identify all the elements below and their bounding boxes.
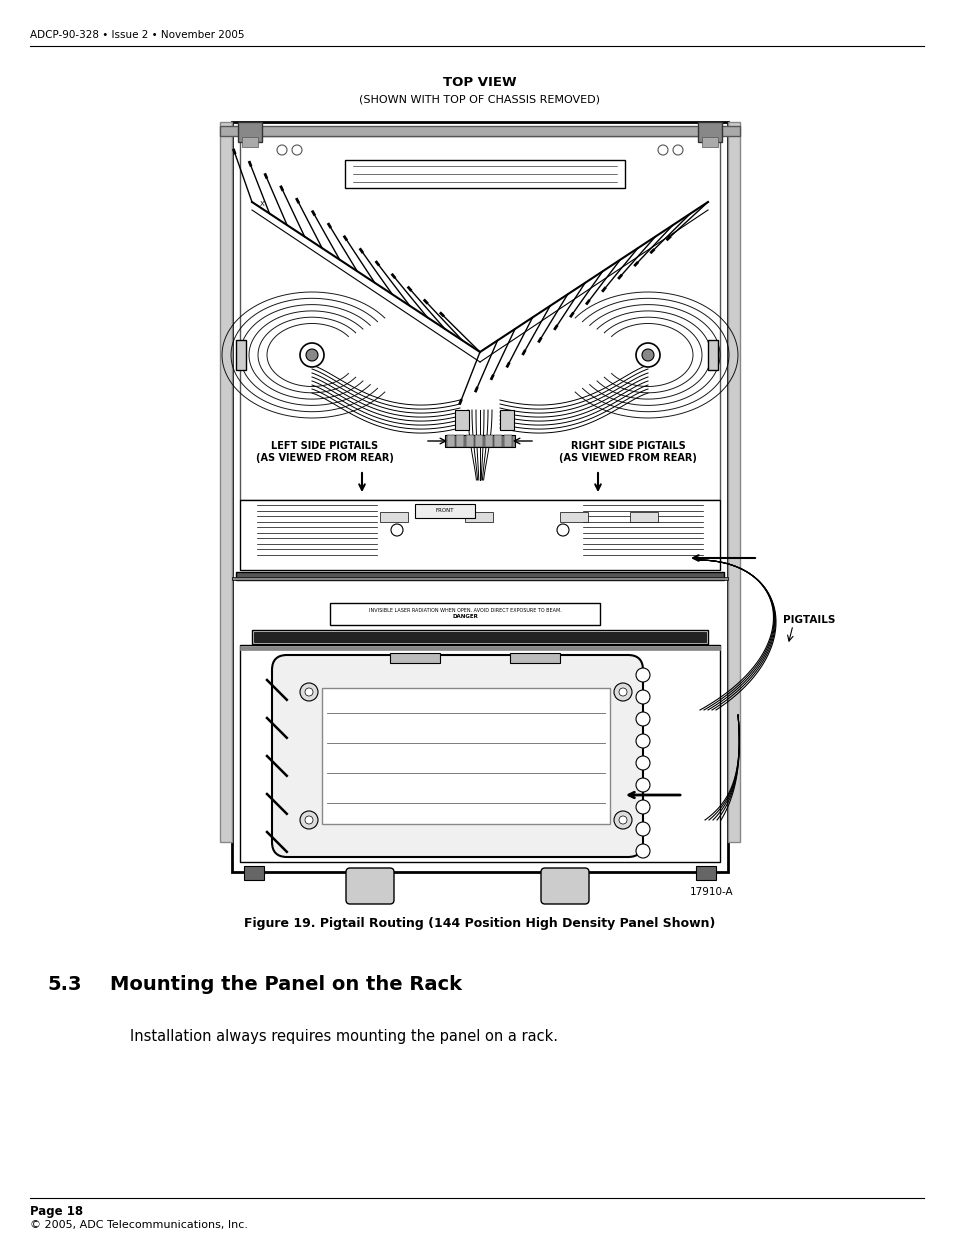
Circle shape: [306, 350, 317, 361]
Circle shape: [636, 800, 649, 814]
Circle shape: [672, 144, 682, 156]
Circle shape: [614, 811, 631, 829]
Text: Installation always requires mounting the panel on a rack.: Installation always requires mounting th…: [130, 1030, 558, 1045]
Bar: [322, 688, 609, 824]
Bar: [444, 435, 515, 447]
Bar: [559, 513, 587, 522]
Bar: [484, 435, 493, 447]
Bar: [475, 435, 483, 447]
Text: (SHOWN WITH TOP OF CHASSIS REMOVED): (SHOWN WITH TOP OF CHASSIS REMOVED): [359, 95, 599, 105]
Circle shape: [658, 144, 667, 156]
Bar: [244, 866, 264, 881]
Bar: [629, 513, 658, 522]
Circle shape: [641, 350, 654, 361]
Bar: [707, 340, 718, 370]
Bar: [465, 435, 474, 447]
Circle shape: [636, 668, 649, 682]
Circle shape: [299, 343, 324, 367]
Bar: [447, 435, 455, 447]
Bar: [235, 340, 246, 370]
Text: 17910-A: 17910-A: [689, 887, 732, 897]
Bar: [464, 513, 493, 522]
Bar: [235, 572, 723, 580]
Text: Mounting the Panel on the Rack: Mounting the Panel on the Rack: [110, 974, 461, 993]
Bar: [253, 632, 705, 642]
Circle shape: [618, 688, 626, 697]
Text: X: X: [260, 201, 265, 207]
FancyBboxPatch shape: [346, 868, 394, 904]
Bar: [698, 122, 721, 142]
Text: Page 18: Page 18: [30, 1204, 83, 1218]
Text: DANGER: DANGER: [452, 614, 477, 619]
Circle shape: [305, 688, 313, 697]
Bar: [455, 410, 469, 430]
Bar: [220, 122, 232, 842]
Bar: [232, 577, 727, 580]
Text: © 2005, ADC Telecommunications, Inc.: © 2005, ADC Telecommunications, Inc.: [30, 1220, 248, 1230]
Text: RIGHT SIDE PIGTAILS
(AS VIEWED FROM REAR): RIGHT SIDE PIGTAILS (AS VIEWED FROM REAR…: [558, 441, 697, 463]
Bar: [240, 136, 720, 500]
Bar: [727, 122, 740, 842]
Circle shape: [391, 524, 402, 536]
Bar: [510, 653, 559, 663]
Circle shape: [557, 524, 568, 536]
Circle shape: [636, 844, 649, 858]
Circle shape: [299, 811, 317, 829]
Circle shape: [276, 144, 287, 156]
Circle shape: [636, 756, 649, 769]
Bar: [390, 653, 439, 663]
FancyBboxPatch shape: [272, 655, 642, 857]
Circle shape: [614, 683, 631, 701]
Circle shape: [636, 343, 659, 367]
Bar: [242, 137, 257, 147]
Bar: [240, 645, 720, 862]
Circle shape: [292, 144, 302, 156]
Bar: [456, 435, 464, 447]
Bar: [240, 500, 720, 571]
Bar: [499, 410, 514, 430]
Text: Figure 19. Pigtail Routing (144 Position High Density Panel Shown): Figure 19. Pigtail Routing (144 Position…: [244, 918, 715, 930]
FancyBboxPatch shape: [540, 868, 588, 904]
Circle shape: [299, 683, 317, 701]
Circle shape: [305, 816, 313, 824]
Text: INVISIBLE LASER RADIATION WHEN OPEN. AVOID DIRECT EXPOSURE TO BEAM.: INVISIBLE LASER RADIATION WHEN OPEN. AVO…: [368, 608, 560, 613]
Text: FRONT: FRONT: [436, 509, 454, 514]
Bar: [232, 122, 727, 872]
Text: ADCP-90-328 • Issue 2 • November 2005: ADCP-90-328 • Issue 2 • November 2005: [30, 30, 244, 40]
Circle shape: [636, 713, 649, 726]
Bar: [503, 435, 512, 447]
Text: 5.3: 5.3: [47, 974, 81, 993]
Circle shape: [636, 690, 649, 704]
Circle shape: [636, 823, 649, 836]
Bar: [220, 126, 740, 136]
Text: LEFT SIDE PIGTAILS
(AS VIEWED FROM REAR): LEFT SIDE PIGTAILS (AS VIEWED FROM REAR): [255, 441, 394, 463]
Text: TOP VIEW: TOP VIEW: [443, 77, 517, 89]
Bar: [415, 504, 475, 517]
Text: PIGTAILS: PIGTAILS: [782, 615, 835, 625]
Circle shape: [618, 816, 626, 824]
Circle shape: [636, 734, 649, 748]
Circle shape: [636, 778, 649, 792]
Bar: [701, 137, 718, 147]
Bar: [240, 646, 720, 650]
Bar: [252, 630, 707, 643]
Bar: [379, 513, 408, 522]
Bar: [494, 435, 502, 447]
Bar: [330, 603, 599, 625]
Bar: [237, 122, 262, 142]
Bar: [696, 866, 716, 881]
Bar: [345, 161, 624, 188]
